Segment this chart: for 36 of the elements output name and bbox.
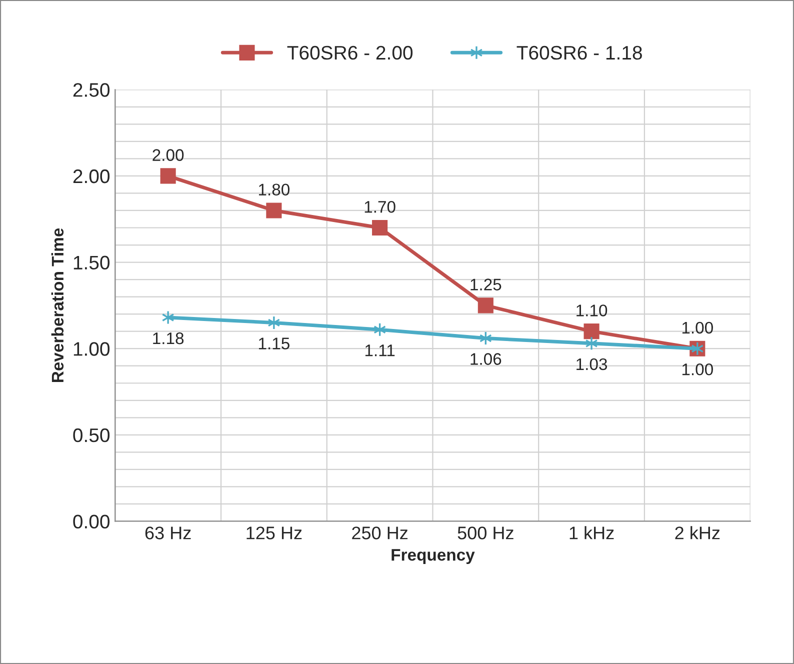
point [162,310,174,325]
y-tick-label: 2.50 [73,83,110,97]
data-label: 1.80 [258,184,290,196]
point [160,168,176,184]
data-label: 1.06 [470,353,502,365]
y-tick-label: 0.00 [73,514,110,528]
legend-label: T60SR6 - 2.00 [287,46,413,60]
point [266,202,282,218]
data-label: 1.70 [364,200,396,213]
x-tick-label: 63 Hz [145,526,191,540]
data-label: 1.10 [576,304,608,316]
point [584,324,600,340]
legend-label: T60SR6 - 1.18 [516,46,642,60]
data-label: 1.18 [153,332,184,344]
y-axis-title: Reverberation Time [51,228,64,382]
point [478,298,494,314]
point [585,336,598,351]
y-tick-label: 0.50 [73,428,110,442]
x-tick-label: 250 Hz [352,526,408,540]
y-tick-label: 2.00 [73,169,110,184]
data-label: 1.00 [682,322,713,334]
point [372,220,388,236]
data-label: 1.03 [576,358,608,370]
x-axis-title: Frequency [392,549,475,564]
point [268,316,280,330]
y-tick-label: 1.50 [74,256,110,270]
data-label: 1.25 [470,278,502,290]
y-tick-label: 1.00 [74,342,110,356]
x-tick-label: 2 kHz [675,526,720,540]
x-tick-label: 125 Hz [246,526,302,540]
data-label: 1.00 [682,363,713,376]
data-label: 1.11 [365,344,395,356]
data-label: 1.15 [258,338,290,350]
x-tick-label: 500 Hz [458,526,514,540]
data-label: 2.00 [152,149,184,161]
x-tick-label: 1 kHz [570,526,614,540]
